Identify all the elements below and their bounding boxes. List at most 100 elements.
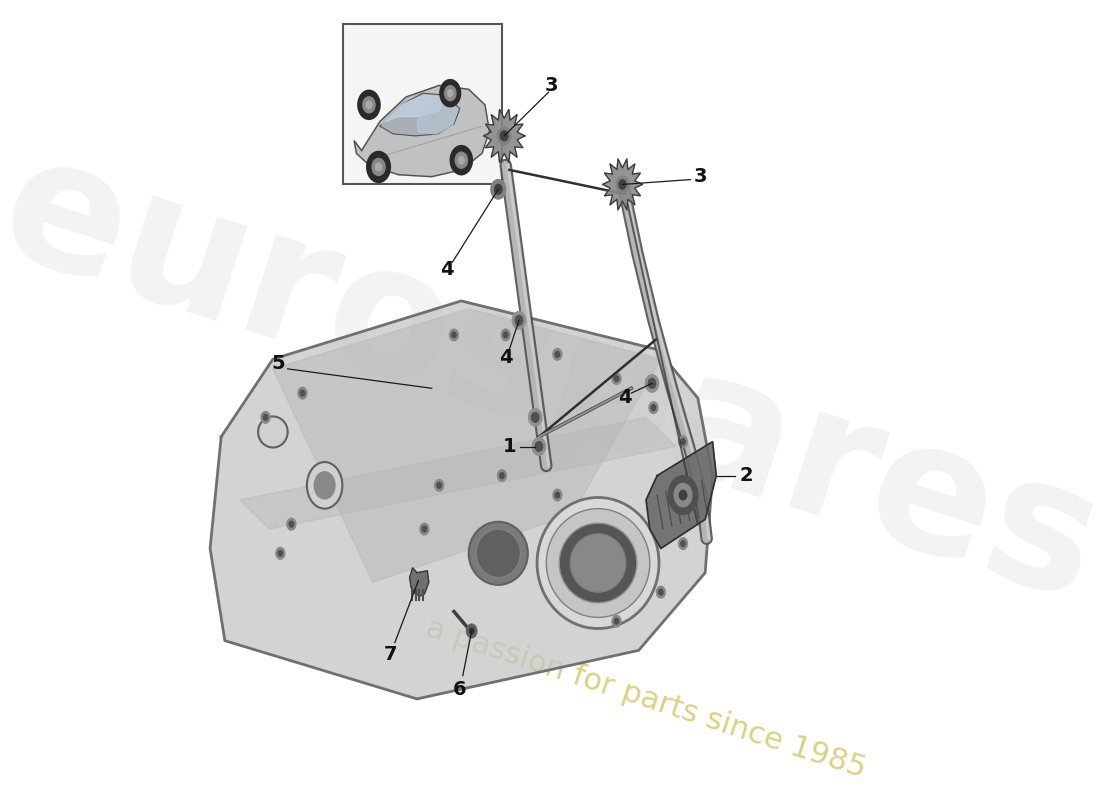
Circle shape — [556, 351, 560, 358]
Ellipse shape — [258, 417, 288, 447]
Circle shape — [459, 157, 464, 164]
Circle shape — [651, 405, 656, 410]
Polygon shape — [484, 110, 525, 162]
Circle shape — [366, 151, 390, 182]
Circle shape — [614, 618, 618, 624]
Circle shape — [657, 586, 665, 598]
Circle shape — [470, 628, 474, 634]
Circle shape — [674, 483, 692, 506]
Circle shape — [437, 482, 441, 488]
Circle shape — [455, 152, 468, 168]
Circle shape — [307, 462, 342, 509]
Text: a passion for parts since 1985: a passion for parts since 1985 — [422, 614, 870, 784]
Polygon shape — [409, 568, 429, 596]
Circle shape — [287, 518, 296, 530]
Circle shape — [648, 378, 656, 388]
Circle shape — [649, 402, 658, 414]
Circle shape — [440, 79, 461, 106]
Circle shape — [614, 376, 618, 382]
Text: 7: 7 — [384, 645, 397, 664]
Text: 4: 4 — [440, 260, 453, 279]
Circle shape — [680, 490, 686, 500]
Circle shape — [681, 438, 685, 445]
Circle shape — [444, 86, 455, 101]
Circle shape — [289, 522, 294, 527]
Circle shape — [366, 101, 372, 109]
Circle shape — [556, 492, 560, 498]
Bar — [343, 24, 502, 185]
Circle shape — [450, 329, 459, 341]
Text: 1: 1 — [503, 437, 516, 456]
Circle shape — [263, 414, 267, 420]
Ellipse shape — [570, 534, 626, 592]
Circle shape — [536, 442, 542, 451]
Circle shape — [491, 179, 506, 199]
Polygon shape — [273, 309, 661, 582]
Polygon shape — [379, 93, 460, 136]
Circle shape — [690, 490, 698, 501]
Polygon shape — [646, 442, 716, 549]
Circle shape — [450, 146, 472, 174]
Circle shape — [679, 436, 688, 447]
Polygon shape — [382, 95, 446, 124]
Circle shape — [434, 479, 443, 491]
Circle shape — [363, 97, 375, 113]
Polygon shape — [240, 418, 675, 529]
Circle shape — [504, 332, 508, 338]
Circle shape — [553, 349, 562, 360]
Circle shape — [420, 523, 429, 535]
Circle shape — [529, 409, 542, 426]
Polygon shape — [603, 159, 642, 210]
Circle shape — [358, 90, 379, 119]
Ellipse shape — [476, 529, 520, 578]
Circle shape — [692, 492, 696, 498]
Circle shape — [502, 329, 510, 341]
Text: 4: 4 — [618, 389, 632, 407]
Circle shape — [531, 413, 539, 422]
Text: 6: 6 — [453, 680, 466, 698]
Circle shape — [500, 131, 508, 141]
Polygon shape — [417, 97, 458, 134]
Circle shape — [278, 550, 283, 556]
Text: 5: 5 — [272, 354, 285, 373]
Polygon shape — [354, 86, 490, 177]
Circle shape — [466, 624, 476, 638]
Circle shape — [372, 158, 385, 175]
Circle shape — [513, 311, 526, 329]
Circle shape — [452, 332, 456, 338]
Circle shape — [619, 180, 626, 189]
Circle shape — [668, 476, 697, 514]
Circle shape — [448, 90, 453, 97]
Circle shape — [422, 526, 427, 532]
Circle shape — [499, 473, 504, 478]
Circle shape — [532, 438, 546, 455]
Ellipse shape — [469, 522, 528, 585]
Circle shape — [315, 472, 336, 499]
Circle shape — [515, 315, 522, 325]
Circle shape — [497, 127, 510, 145]
Text: 4: 4 — [499, 348, 513, 366]
Polygon shape — [210, 301, 713, 699]
Circle shape — [300, 390, 305, 396]
Circle shape — [375, 163, 382, 171]
Circle shape — [646, 374, 659, 392]
Circle shape — [553, 490, 562, 501]
Circle shape — [276, 547, 285, 559]
Circle shape — [612, 373, 620, 384]
Circle shape — [679, 538, 688, 550]
Ellipse shape — [547, 509, 650, 618]
Text: eurospares: eurospares — [0, 118, 1100, 638]
Circle shape — [612, 615, 620, 627]
Ellipse shape — [559, 523, 637, 603]
Ellipse shape — [537, 498, 659, 629]
Circle shape — [616, 176, 629, 193]
Circle shape — [495, 185, 502, 194]
Text: 3: 3 — [544, 76, 558, 95]
Text: 3: 3 — [694, 167, 707, 186]
Text: 2: 2 — [739, 466, 754, 485]
Circle shape — [261, 411, 270, 423]
Circle shape — [659, 590, 663, 595]
Circle shape — [681, 541, 685, 546]
Circle shape — [497, 470, 506, 482]
Circle shape — [298, 387, 307, 399]
